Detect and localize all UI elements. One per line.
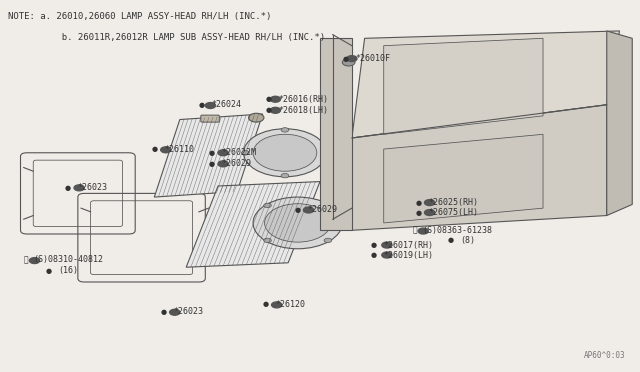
Circle shape: [161, 147, 171, 153]
Text: *26023: *26023: [78, 183, 108, 192]
Circle shape: [270, 108, 280, 113]
Text: ●: ●: [447, 237, 454, 243]
Text: (S)08310-40812: (S)08310-40812: [33, 255, 103, 264]
Text: (S)08363-61238: (S)08363-61238: [422, 226, 492, 235]
Text: AP60^0:03: AP60^0:03: [584, 350, 626, 359]
Text: *26110: *26110: [164, 145, 194, 154]
Text: *26016(RH): *26016(RH): [278, 95, 328, 104]
Circle shape: [281, 173, 289, 178]
Circle shape: [382, 242, 392, 248]
Text: *26075(LH): *26075(LH): [428, 208, 478, 217]
Circle shape: [382, 252, 392, 258]
Text: ●: ●: [262, 301, 269, 307]
Text: *26017(RH): *26017(RH): [384, 241, 434, 250]
Polygon shape: [384, 38, 543, 134]
Text: ●: ●: [415, 209, 422, 216]
Polygon shape: [154, 114, 262, 197]
Text: b. 26011R,26012R LAMP SUB ASSY-HEAD RH/LH (INC.*): b. 26011R,26012R LAMP SUB ASSY-HEAD RH/L…: [8, 33, 325, 42]
Circle shape: [281, 128, 289, 132]
Text: *26023: *26023: [173, 307, 204, 316]
Circle shape: [321, 151, 328, 155]
Circle shape: [205, 103, 216, 109]
Polygon shape: [384, 134, 543, 223]
Circle shape: [74, 185, 84, 191]
Text: *26029: *26029: [221, 159, 252, 169]
Polygon shape: [352, 31, 620, 138]
Text: ●: ●: [151, 146, 157, 152]
Circle shape: [303, 207, 314, 213]
Circle shape: [342, 59, 355, 66]
Circle shape: [449, 160, 503, 190]
Text: ●: ●: [199, 102, 205, 108]
Text: Ⓢ: Ⓢ: [24, 255, 28, 264]
Text: Ⓢ: Ⓢ: [412, 226, 417, 235]
FancyBboxPatch shape: [201, 115, 220, 122]
Circle shape: [253, 197, 342, 249]
Circle shape: [248, 113, 264, 122]
Circle shape: [242, 151, 249, 155]
Text: ●: ●: [161, 308, 167, 315]
Circle shape: [442, 72, 491, 100]
Text: ●: ●: [266, 96, 272, 102]
Text: ●: ●: [65, 185, 71, 191]
Circle shape: [424, 200, 435, 206]
Text: (16): (16): [59, 266, 79, 275]
Circle shape: [418, 228, 428, 234]
Text: *26120: *26120: [275, 300, 305, 309]
Text: NOTE: a. 26010,26060 LAMP ASSY-HEAD RH/LH (INC.*): NOTE: a. 26010,26060 LAMP ASSY-HEAD RH/L…: [8, 13, 271, 22]
Circle shape: [170, 310, 180, 315]
Text: ●: ●: [371, 242, 377, 248]
Text: *26025(RH): *26025(RH): [428, 198, 478, 207]
Text: ●: ●: [266, 107, 272, 113]
Text: ●: ●: [209, 150, 214, 156]
Circle shape: [324, 203, 332, 208]
Circle shape: [431, 66, 502, 107]
Text: ●: ●: [209, 161, 214, 167]
Text: ●: ●: [46, 268, 52, 274]
Text: *26022M: *26022M: [221, 148, 256, 157]
Polygon shape: [320, 38, 352, 230]
Polygon shape: [186, 182, 320, 267]
Polygon shape: [607, 31, 632, 215]
Circle shape: [264, 203, 271, 208]
Circle shape: [324, 238, 332, 243]
Text: *26019(LH): *26019(LH): [384, 251, 434, 260]
Text: *26018(LH): *26018(LH): [278, 106, 328, 115]
Circle shape: [347, 56, 357, 62]
Polygon shape: [352, 105, 607, 230]
Text: *26029: *26029: [307, 205, 337, 215]
Circle shape: [244, 129, 326, 177]
Circle shape: [218, 150, 228, 156]
Circle shape: [438, 153, 515, 197]
Circle shape: [271, 302, 282, 308]
Circle shape: [218, 161, 228, 167]
Text: ●: ●: [342, 56, 348, 62]
Text: (8): (8): [460, 236, 475, 245]
Text: ●: ●: [415, 200, 422, 206]
Circle shape: [264, 238, 271, 243]
Text: ●: ●: [371, 252, 377, 258]
Circle shape: [29, 258, 40, 263]
Circle shape: [264, 204, 331, 242]
Circle shape: [424, 210, 435, 215]
Text: ●: ●: [294, 207, 301, 213]
Text: *26010F: *26010F: [355, 54, 390, 63]
Circle shape: [270, 96, 280, 102]
Circle shape: [253, 134, 317, 171]
Text: *26024: *26024: [212, 100, 242, 109]
